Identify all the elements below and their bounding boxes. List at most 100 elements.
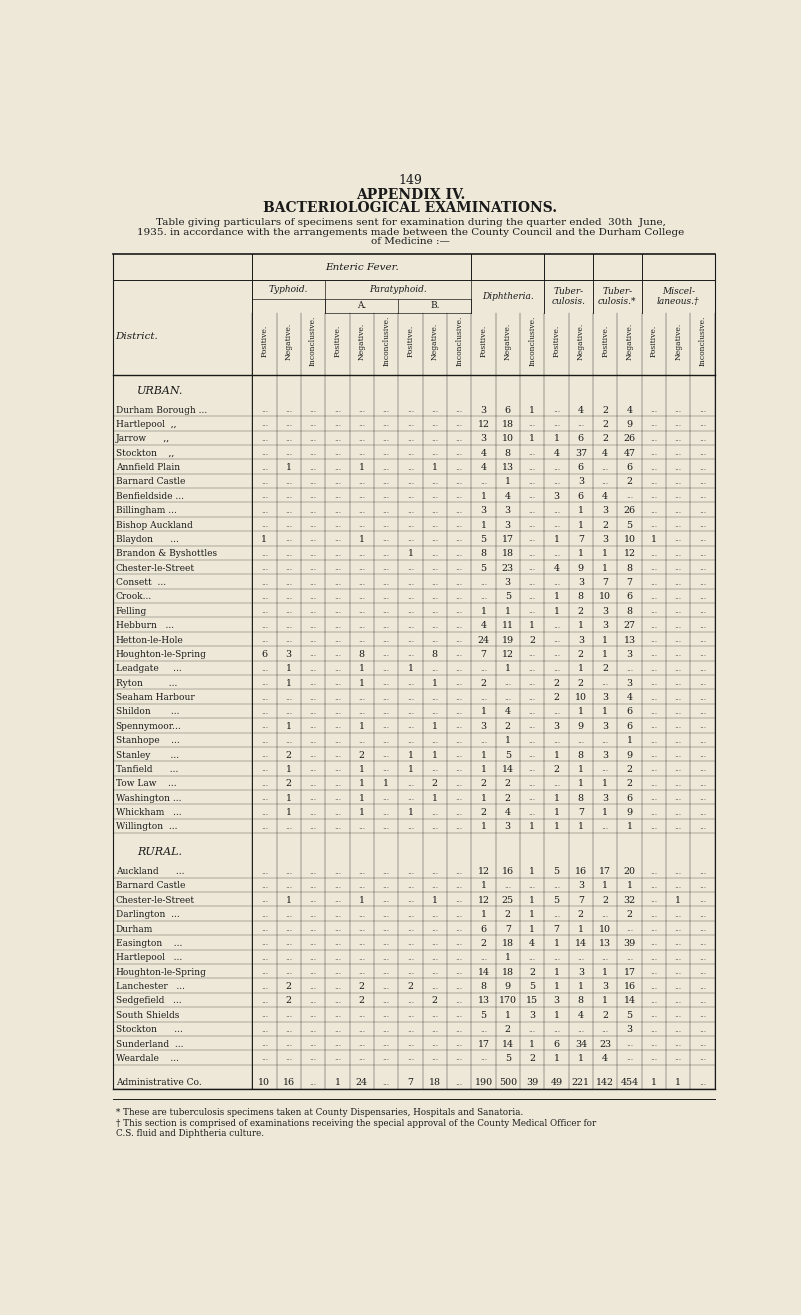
Text: ...: ... <box>383 463 389 472</box>
Text: ...: ... <box>407 406 414 414</box>
Text: ...: ... <box>480 665 487 673</box>
Text: 1: 1 <box>359 463 364 472</box>
Text: ...: ... <box>699 939 706 947</box>
Text: ...: ... <box>650 1055 658 1063</box>
Text: ...: ... <box>699 450 706 458</box>
Text: ...: ... <box>529 535 536 543</box>
Text: ...: ... <box>456 1011 463 1019</box>
Text: ...: ... <box>553 477 560 487</box>
Text: Positive.: Positive. <box>406 325 414 358</box>
Text: ...: ... <box>456 492 463 500</box>
Text: 2: 2 <box>359 751 364 760</box>
Text: ...: ... <box>334 564 341 572</box>
Text: 1: 1 <box>602 881 608 890</box>
Text: 1: 1 <box>578 521 584 530</box>
Text: 1: 1 <box>553 593 559 601</box>
Text: ...: ... <box>699 477 706 487</box>
Text: 18: 18 <box>429 1078 441 1088</box>
Text: 1: 1 <box>286 896 292 905</box>
Text: 500: 500 <box>499 1078 517 1088</box>
Text: 3: 3 <box>578 579 584 586</box>
Text: ...: ... <box>261 809 268 817</box>
Text: ...: ... <box>626 1055 633 1063</box>
Text: ...: ... <box>674 780 682 788</box>
Text: ...: ... <box>699 794 706 802</box>
Text: Stanley       ...: Stanley ... <box>115 751 179 760</box>
Text: ...: ... <box>407 1011 414 1019</box>
Text: ...: ... <box>480 736 487 744</box>
Text: APPENDIX IV.: APPENDIX IV. <box>356 188 465 203</box>
Text: ...: ... <box>334 823 341 831</box>
Text: ...: ... <box>358 492 365 500</box>
Text: Negative.: Negative. <box>284 322 292 360</box>
Text: ...: ... <box>699 521 706 529</box>
Text: ...: ... <box>334 450 341 458</box>
Text: ...: ... <box>383 579 389 586</box>
Text: 3: 3 <box>602 693 608 702</box>
Text: 1: 1 <box>286 809 292 817</box>
Text: ...: ... <box>456 406 463 414</box>
Text: ...: ... <box>529 450 536 458</box>
Text: ...: ... <box>261 693 268 702</box>
Text: ...: ... <box>431 1055 438 1063</box>
Text: ...: ... <box>309 1040 316 1048</box>
Text: 1: 1 <box>359 780 364 788</box>
Text: 8: 8 <box>578 794 584 802</box>
Text: 2: 2 <box>505 722 511 731</box>
Text: ...: ... <box>407 463 414 472</box>
Text: 7: 7 <box>481 650 486 659</box>
Text: ...: ... <box>674 463 682 472</box>
Text: ...: ... <box>431 882 438 890</box>
Text: ...: ... <box>261 765 268 773</box>
Text: 18: 18 <box>501 419 513 429</box>
Text: ...: ... <box>334 736 341 744</box>
Text: ...: ... <box>285 550 292 558</box>
Text: ...: ... <box>285 450 292 458</box>
Text: ...: ... <box>383 492 389 500</box>
Text: ...: ... <box>309 1055 316 1063</box>
Text: 2: 2 <box>578 910 584 919</box>
Text: ...: ... <box>602 679 609 688</box>
Text: ...: ... <box>285 506 292 514</box>
Text: 7: 7 <box>505 924 511 934</box>
Text: 2: 2 <box>626 910 633 919</box>
Text: 2: 2 <box>626 477 633 487</box>
Text: ...: ... <box>553 636 560 644</box>
Text: ...: ... <box>456 693 463 702</box>
Text: ...: ... <box>383 406 389 414</box>
Text: Stockton    ,,: Stockton ,, <box>115 448 174 458</box>
Text: ...: ... <box>261 521 268 529</box>
Text: 1: 1 <box>578 780 584 788</box>
Text: ...: ... <box>674 982 682 990</box>
Text: ...: ... <box>650 997 658 1005</box>
Text: 23: 23 <box>599 1040 611 1048</box>
Text: ...: ... <box>334 722 341 730</box>
Text: 1: 1 <box>529 896 535 905</box>
Text: ...: ... <box>309 665 316 673</box>
Text: ...: ... <box>383 622 389 630</box>
Text: Positive.: Positive. <box>480 325 488 358</box>
Text: ...: ... <box>456 882 463 890</box>
Text: ...: ... <box>285 1040 292 1048</box>
Text: 1: 1 <box>651 535 657 544</box>
Text: ...: ... <box>383 953 389 961</box>
Text: 4: 4 <box>553 448 559 458</box>
Text: 1: 1 <box>432 679 438 688</box>
Text: ...: ... <box>334 550 341 558</box>
Text: 25: 25 <box>501 896 514 905</box>
Text: 142: 142 <box>596 1078 614 1088</box>
Text: ...: ... <box>602 911 609 919</box>
Text: ...: ... <box>285 823 292 831</box>
Text: 7: 7 <box>553 924 559 934</box>
Text: 18: 18 <box>501 550 513 559</box>
Text: ...: ... <box>674 939 682 947</box>
Text: Negative.: Negative. <box>674 322 682 360</box>
Text: ...: ... <box>626 665 633 673</box>
Text: ...: ... <box>699 823 706 831</box>
Text: 1: 1 <box>359 809 364 817</box>
Text: ...: ... <box>407 693 414 702</box>
Text: ...: ... <box>261 435 268 443</box>
Text: Spennymoor...: Spennymoor... <box>115 722 181 731</box>
Text: ...: ... <box>553 911 560 919</box>
Text: ...: ... <box>383 968 389 976</box>
